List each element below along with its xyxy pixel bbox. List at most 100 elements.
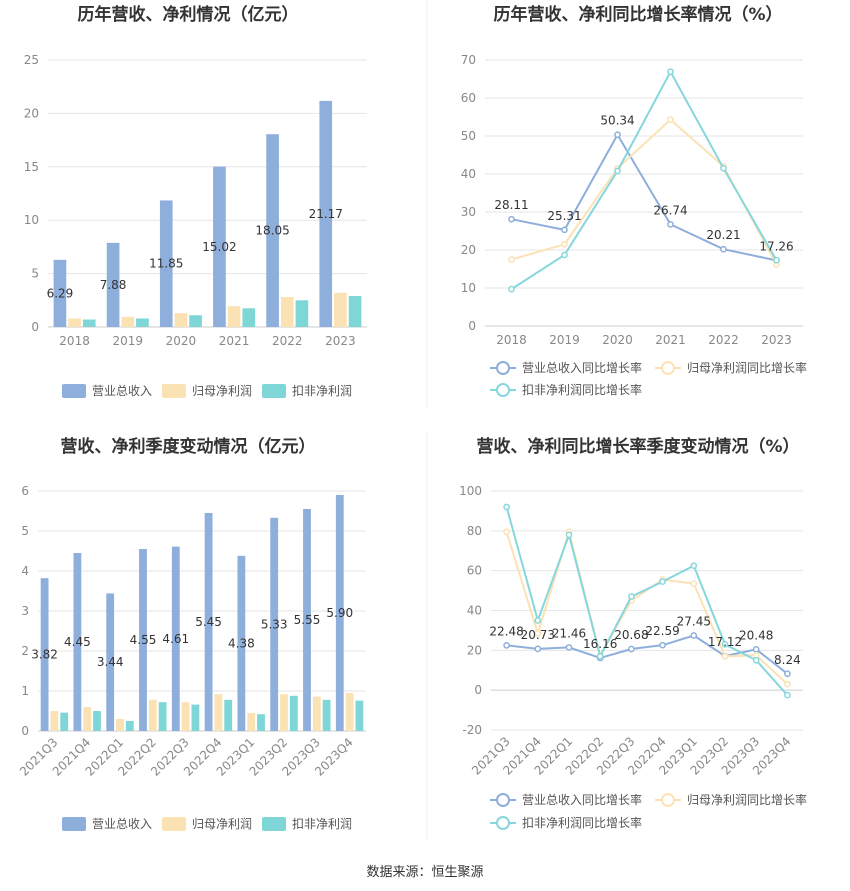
legend-label: 营业总收入同比增长率	[522, 360, 642, 375]
legend-label: 营业总收入	[92, 817, 152, 831]
y-tick-label: 80	[467, 524, 482, 538]
y-tick-label: 6	[21, 484, 29, 498]
data-source-note: 数据来源：恒生聚源	[366, 865, 483, 880]
bar-deducted-profit	[322, 699, 331, 731]
point-revenue	[690, 632, 698, 639]
point-deducted-profit	[534, 617, 542, 624]
bar-net-profit	[280, 694, 288, 731]
point-revenue	[752, 646, 760, 653]
legend-marker-deducted-profit	[496, 383, 510, 397]
point-net-profit	[561, 240, 568, 248]
point-net-profit	[690, 580, 698, 587]
point-net-profit	[784, 680, 791, 688]
line-data-label: 20.48	[739, 628, 773, 642]
x-tick-label: 2020	[602, 333, 633, 347]
point-deducted-profit	[690, 562, 698, 570]
bar-revenue	[171, 546, 180, 731]
bar-data-label: 7.88	[100, 278, 127, 292]
line-deducted-profit	[510, 69, 778, 290]
legend-marker-revenue	[496, 361, 510, 375]
line-data-label: 22.59	[645, 624, 679, 638]
x-tick-label: 2021	[219, 334, 250, 348]
bar-net-profit	[83, 707, 92, 731]
bar-revenue	[266, 134, 279, 327]
point-revenue	[534, 645, 542, 653]
y-tick-label: 25	[24, 53, 39, 67]
bar-net-profit	[334, 292, 347, 327]
bar-net-profit	[116, 719, 124, 731]
y-tick-label: 1	[21, 684, 29, 698]
bar-data-label: 5.90	[326, 606, 353, 620]
bar-deducted-profit	[189, 315, 202, 327]
bar-deducted-profit	[257, 714, 265, 731]
legend-label: 归母净利润	[192, 384, 252, 398]
bar-net-profit	[312, 696, 321, 731]
bar-net-profit	[247, 713, 256, 731]
point-deducted-profit	[565, 531, 573, 539]
bar-data-label: 18.05	[255, 224, 289, 238]
line-data-label: 50.34	[600, 114, 634, 128]
bar-revenue	[159, 200, 173, 327]
bar-deducted-profit	[348, 296, 362, 327]
bar-revenue	[40, 578, 49, 731]
legend-marker-revenue	[496, 793, 510, 807]
x-tick-label: 2023	[761, 333, 792, 347]
y-tick-label: 100	[459, 484, 482, 498]
legend-swatch-deducted-profit	[262, 384, 286, 398]
bar-net-profit	[345, 693, 354, 731]
point-deducted-profit	[659, 578, 666, 585]
point-deducted-profit	[773, 256, 780, 264]
point-deducted-profit	[503, 503, 510, 511]
line-deducted-profit	[505, 506, 789, 696]
bar-deducted-profit	[82, 319, 96, 327]
point-deducted-profit	[628, 593, 635, 600]
quarterly-growth-rate-line-chart: 营收、净利同比增长率季度变动情况（%）-200204060801002021Q3…	[459, 436, 807, 830]
bar-data-label: 11.85	[149, 257, 183, 271]
x-tick-label: 2018	[496, 333, 527, 347]
bar-deducted-profit	[191, 704, 200, 731]
line-data-label: 21.46	[552, 626, 586, 640]
point-deducted-profit	[508, 285, 515, 293]
x-tick-label: 2019	[112, 334, 143, 348]
bar-net-profit	[174, 313, 188, 327]
point-deducted-profit	[720, 164, 727, 172]
legend-label: 归母净利润同比增长率	[687, 360, 807, 375]
bar-revenue	[335, 495, 344, 731]
point-net-profit	[721, 652, 729, 660]
y-tick-label: 20	[461, 243, 476, 257]
bar-revenue	[237, 555, 246, 731]
bar-deducted-profit	[125, 721, 134, 731]
quarterly-revenue-profit-bar-chart: 营收、净利季度变动情况（亿元）01234562021Q32021Q42022Q1…	[17, 436, 366, 831]
x-tick-label: 2022	[272, 334, 303, 348]
point-net-profit	[508, 256, 515, 263]
y-tick-label: 5	[31, 267, 39, 281]
bar-net-profit	[121, 316, 135, 327]
bar-deducted-profit	[93, 711, 101, 731]
chart-title: 历年营收、净利情况（亿元）	[78, 4, 299, 25]
bar-net-profit	[68, 318, 81, 327]
line-data-label: 16.16	[583, 637, 617, 651]
legend-label: 营业总收入同比增长率	[522, 792, 642, 807]
line-net-profit	[505, 528, 789, 685]
point-deducted-profit	[721, 641, 729, 648]
y-tick-label: 0	[474, 683, 482, 697]
point-net-profit	[667, 116, 674, 124]
bar-revenue	[213, 166, 226, 327]
point-deducted-profit	[596, 652, 604, 660]
line-data-label: 20.73	[521, 628, 555, 642]
bar-revenue	[303, 509, 311, 731]
legend-label: 扣非净利润	[292, 817, 352, 831]
y-tick-label: 20	[24, 106, 39, 120]
y-tick-label: 5	[21, 524, 29, 538]
point-net-profit	[503, 528, 510, 536]
line-data-label: 8.24	[774, 653, 801, 667]
bar-data-label: 5.45	[195, 615, 222, 629]
legend-label: 扣非净利润	[292, 384, 352, 398]
chart-title: 营收、净利同比增长率季度变动情况（%）	[476, 436, 799, 457]
y-tick-label: 70	[461, 53, 476, 67]
bar-data-label: 4.55	[130, 633, 157, 647]
bar-net-profit	[227, 306, 241, 327]
bar-revenue	[319, 100, 333, 327]
bar-data-label: 4.61	[162, 632, 189, 646]
bar-net-profit	[280, 297, 294, 327]
